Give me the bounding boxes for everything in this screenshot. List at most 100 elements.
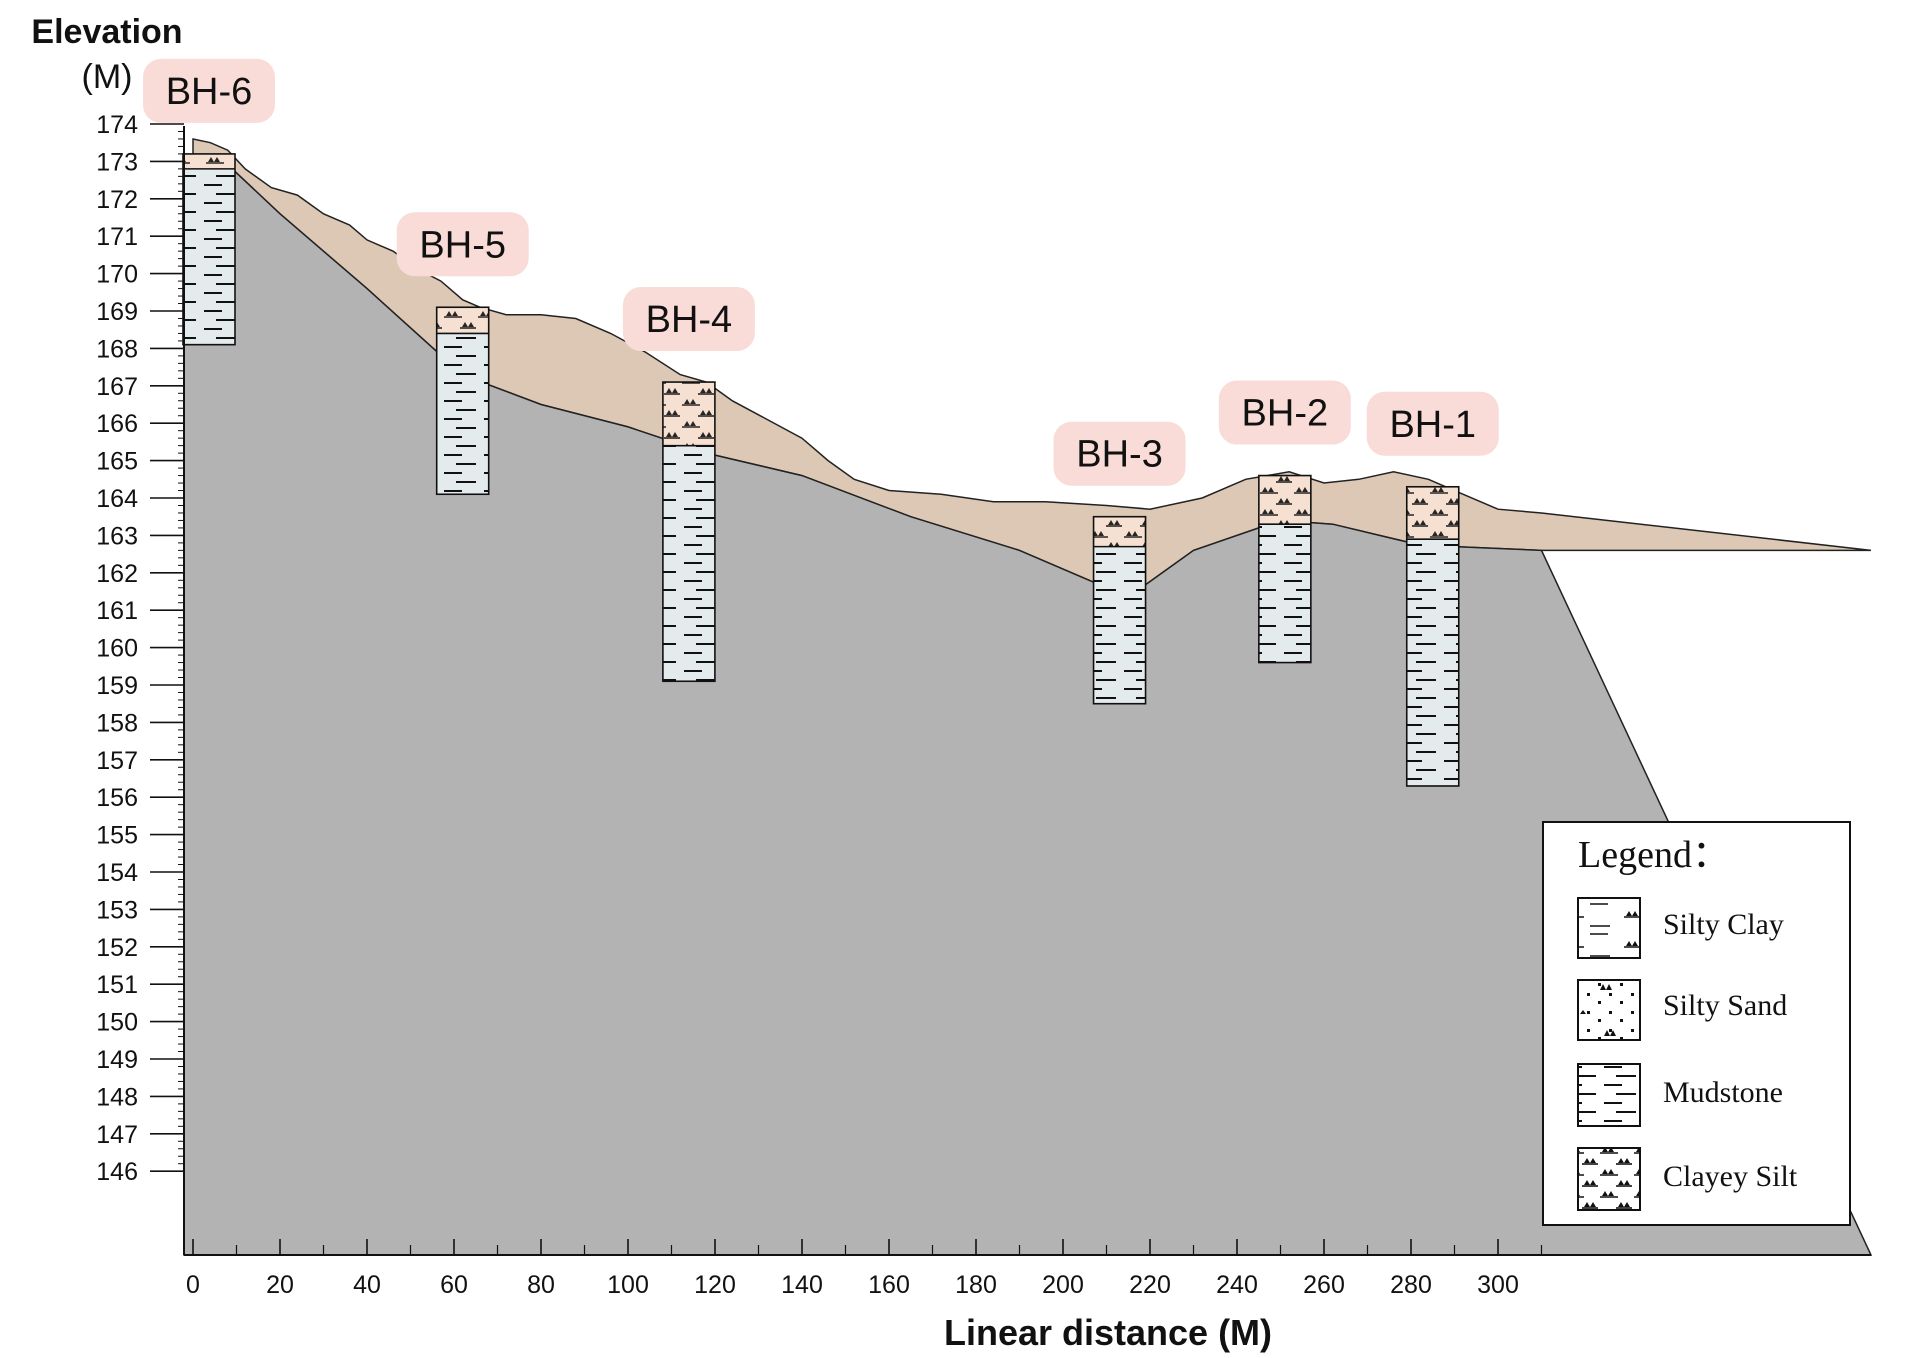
y-tick-label: 147	[96, 1121, 138, 1149]
borehole-label: BH-1	[1366, 391, 1499, 456]
x-axis-title: Linear distance (M)	[944, 1312, 1272, 1353]
borehole-bh-6: BH-6	[143, 58, 275, 346]
y-tick-label: 165	[96, 448, 138, 476]
borehole-bh-4: BH-4	[622, 287, 755, 683]
x-tick-label: 100	[607, 1271, 649, 1299]
borehole-label: BH-2	[1218, 380, 1351, 445]
y-tick-label: 163	[96, 522, 138, 550]
borehole-label: BH-5	[396, 212, 529, 277]
borehole-mudstone-pattern	[1093, 546, 1146, 704]
y-tick-label: 155	[96, 822, 138, 850]
borehole-label-badge	[1053, 421, 1186, 486]
y-tick-label: 151	[96, 971, 138, 999]
borehole-bh-1: BH-1	[1366, 391, 1499, 787]
borehole-label-text: BH-1	[1389, 404, 1476, 446]
borehole-label-text: BH-2	[1242, 393, 1329, 435]
borehole-label-badge	[622, 287, 755, 352]
y-tick-label: 148	[96, 1083, 138, 1111]
borehole-outline	[435, 306, 490, 496]
borehole-label: BH-6	[143, 58, 275, 123]
y-tick-label: 161	[96, 597, 138, 625]
borehole-soil-pattern	[1258, 475, 1311, 525]
x-tick-label: 40	[353, 1271, 381, 1299]
y-axis-ticks: 174 173 172 171 170 169 168 167 166 165 164 163 162 1…	[96, 111, 184, 1186]
x-tick-label: 280	[1390, 1271, 1432, 1299]
y-tick-label: 160	[96, 635, 138, 663]
x-tick-label: 180	[955, 1271, 997, 1299]
y-tick-label: 149	[96, 1046, 138, 1074]
borehole-bh-5: BH-5	[396, 212, 529, 496]
x-tick-label: 200	[1042, 1271, 1084, 1299]
borehole-label-badge	[143, 58, 275, 123]
borehole-label: BH-4	[622, 287, 755, 352]
legend-swatch-clayey-silt	[1577, 1147, 1641, 1211]
borehole-soil-pattern	[436, 307, 489, 334]
y-tick-label: 146	[96, 1158, 138, 1186]
y-tick-label: 171	[96, 223, 138, 251]
x-axis-ticks: 0 20 40 60 80 100 120 140 160 180 200 220 240 260 280 3…	[186, 1239, 1543, 1299]
y-tick-label: 172	[96, 186, 138, 214]
borehole-soil-pattern	[1093, 516, 1146, 547]
y-tick-label: 159	[96, 672, 138, 700]
x-tick-label: 160	[868, 1271, 910, 1299]
x-tick-label: 0	[186, 1271, 200, 1299]
y-tick-label: 156	[96, 784, 138, 812]
legend: Legend： Silty Clay Silty Sand Mudstone C…	[1542, 821, 1851, 1226]
borehole-mudstone-pattern	[183, 168, 235, 345]
borehole-label: BH-3	[1053, 421, 1186, 486]
x-tick-label: 20	[266, 1271, 294, 1299]
borehole-bh-3: BH-3	[1053, 421, 1186, 705]
borehole-mudstone-pattern	[662, 445, 715, 682]
borehole-mudstone-pattern	[1406, 539, 1459, 786]
y-tick-label: 150	[96, 1009, 138, 1037]
x-tick-label: 140	[781, 1271, 823, 1299]
legend-label-clayey-silt: Clayey Silt	[1663, 1160, 1798, 1193]
y-axis-title-line1: Elevation	[31, 13, 182, 51]
y-tick-label: 168	[96, 335, 138, 363]
legend-label-silty-sand: Silty Sand	[1663, 989, 1787, 1022]
x-tick-label: 260	[1303, 1271, 1345, 1299]
y-tick-label: 173	[96, 148, 138, 176]
y-tick-label: 162	[96, 560, 138, 588]
borehole-label-text: BH-4	[646, 299, 733, 341]
y-tick-label: 154	[96, 859, 138, 887]
borehole-outline	[1092, 515, 1147, 705]
borehole-outline	[1405, 485, 1460, 787]
borehole-label-text: BH-5	[419, 224, 506, 266]
x-tick-label: 120	[694, 1271, 736, 1299]
x-tick-label: 240	[1216, 1271, 1258, 1299]
x-tick-label: 80	[527, 1271, 555, 1299]
borehole-label-badge	[1366, 391, 1499, 456]
boreholes-group: BH-6 BH-5 BH-4 BH-3 BH-2 BH-1	[143, 58, 1499, 787]
borehole-label-badge	[1218, 380, 1351, 445]
y-tick-label: 157	[96, 747, 138, 775]
x-tick-label: 60	[440, 1271, 468, 1299]
legend-swatch-silty-clay	[1577, 897, 1641, 959]
borehole-mudstone-pattern	[1258, 524, 1311, 663]
legend-title: Legend：	[1578, 834, 1730, 876]
legend-label-silty-clay: Silty Clay	[1663, 908, 1784, 941]
borehole-outline	[662, 381, 716, 683]
borehole-label-text: BH-3	[1076, 434, 1163, 476]
y-tick-label: 170	[96, 261, 138, 289]
y-tick-label: 166	[96, 410, 138, 438]
legend-swatch-mudstone	[1577, 1063, 1641, 1127]
x-tick-label: 300	[1477, 1271, 1519, 1299]
borehole-mudstone-pattern	[436, 333, 489, 495]
borehole-soil-pattern	[662, 382, 715, 446]
x-tick-label: 220	[1129, 1271, 1171, 1299]
y-tick-label: 153	[96, 896, 138, 924]
borehole-label-badge	[396, 212, 529, 277]
legend-label-mudstone: Mudstone	[1663, 1076, 1783, 1109]
y-tick-label: 152	[96, 934, 138, 962]
borehole-bh-2: BH-2	[1218, 380, 1351, 664]
y-tick-label: 174	[96, 111, 138, 139]
y-tick-label: 167	[96, 373, 138, 401]
borehole-soil-pattern	[1406, 486, 1459, 540]
y-tick-label: 169	[96, 298, 138, 326]
borehole-label-text: BH-6	[166, 71, 253, 113]
y-tick-label: 164	[96, 485, 138, 513]
borehole-soil-pattern	[183, 153, 235, 169]
y-tick-label: 158	[96, 709, 138, 737]
